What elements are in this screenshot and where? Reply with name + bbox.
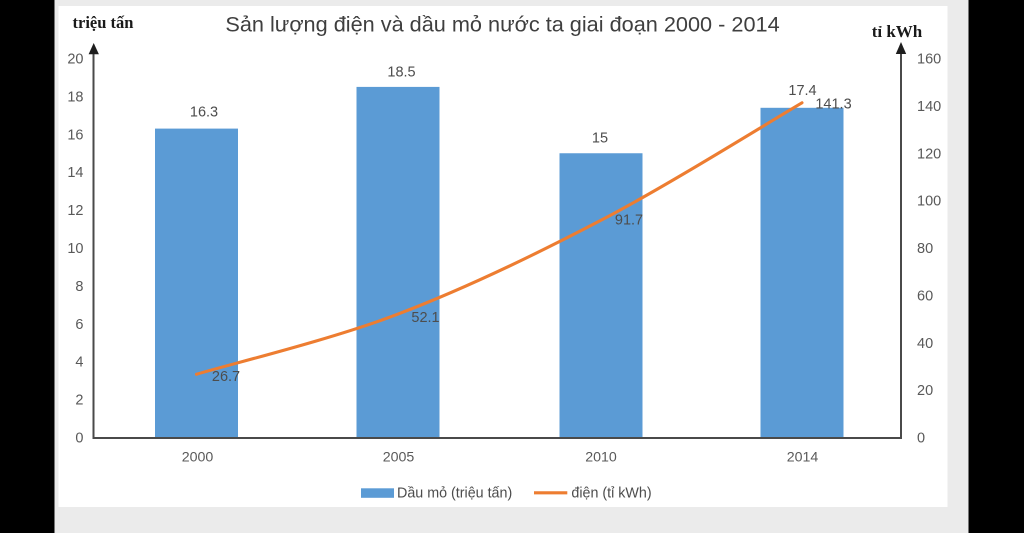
svg-text:2: 2 (75, 393, 83, 409)
svg-text:2014: 2014 (787, 450, 819, 466)
svg-text:tỉ kWh: tỉ kWh (872, 22, 923, 41)
svg-text:14: 14 (67, 165, 83, 181)
svg-text:160: 160 (917, 52, 941, 68)
svg-text:2005: 2005 (383, 450, 415, 466)
svg-text:141.3: 141.3 (815, 97, 851, 113)
svg-text:120: 120 (917, 146, 941, 162)
svg-text:0: 0 (917, 431, 925, 447)
svg-text:Sản lượng điện và dầu mỏ nước: Sản lượng điện và dầu mỏ nước ta giai đo… (225, 12, 779, 37)
svg-text:0: 0 (75, 431, 83, 447)
svg-text:140: 140 (917, 99, 941, 115)
svg-text:triệu tấn: triệu tấn (73, 13, 134, 32)
svg-text:16: 16 (67, 127, 83, 143)
svg-text:12: 12 (67, 203, 83, 219)
svg-text:2010: 2010 (585, 450, 617, 466)
svg-text:26.7: 26.7 (212, 369, 240, 385)
svg-text:6: 6 (75, 317, 83, 333)
svg-text:17.4: 17.4 (788, 83, 816, 99)
svg-text:100: 100 (917, 194, 941, 210)
svg-text:điện (tỉ kWh): điện (tỉ kWh) (571, 485, 651, 501)
svg-text:18: 18 (67, 89, 83, 105)
svg-text:52.1: 52.1 (411, 310, 439, 326)
svg-text:20: 20 (917, 383, 933, 399)
svg-text:20: 20 (67, 52, 83, 68)
svg-text:10: 10 (67, 241, 83, 257)
svg-text:Dầu mỏ (triệu tấn): Dầu mỏ (triệu tấn) (397, 485, 512, 501)
svg-text:8: 8 (75, 279, 83, 295)
svg-text:18.5: 18.5 (387, 65, 415, 81)
svg-text:80: 80 (917, 241, 933, 257)
svg-text:15: 15 (592, 131, 608, 147)
svg-text:4: 4 (75, 355, 83, 371)
svg-text:91.7: 91.7 (615, 213, 643, 229)
svg-text:60: 60 (917, 288, 933, 304)
svg-text:16.3: 16.3 (190, 105, 218, 121)
svg-text:40: 40 (917, 336, 933, 352)
svg-text:2000: 2000 (182, 450, 214, 466)
